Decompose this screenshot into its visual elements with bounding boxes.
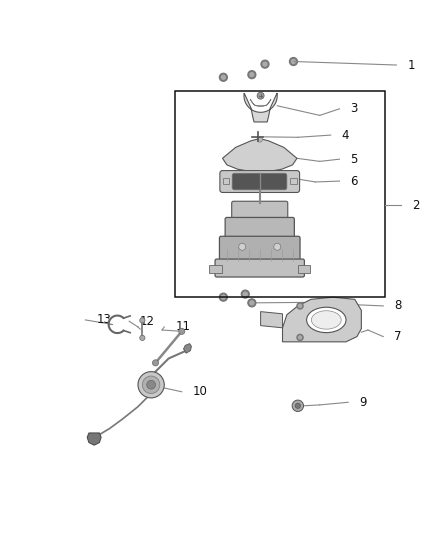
Circle shape: [299, 304, 302, 308]
Text: 11: 11: [175, 320, 190, 334]
Circle shape: [248, 299, 256, 307]
Circle shape: [142, 376, 160, 393]
Circle shape: [299, 336, 302, 339]
Bar: [290, 179, 297, 184]
Circle shape: [179, 328, 185, 334]
Bar: [209, 265, 222, 273]
Circle shape: [248, 71, 256, 78]
FancyBboxPatch shape: [219, 236, 300, 264]
Polygon shape: [223, 139, 297, 172]
Polygon shape: [261, 312, 283, 328]
Circle shape: [147, 381, 155, 389]
Circle shape: [239, 243, 246, 251]
Text: 3: 3: [350, 102, 358, 115]
Ellipse shape: [307, 307, 346, 333]
FancyBboxPatch shape: [232, 201, 288, 222]
Text: 12: 12: [140, 315, 155, 328]
Circle shape: [292, 60, 296, 63]
FancyBboxPatch shape: [220, 171, 300, 192]
Text: 1: 1: [407, 59, 415, 71]
Text: 8: 8: [394, 300, 402, 312]
Circle shape: [274, 243, 281, 251]
Circle shape: [138, 372, 164, 398]
FancyBboxPatch shape: [215, 259, 304, 277]
Circle shape: [241, 290, 249, 298]
Circle shape: [297, 303, 303, 309]
Polygon shape: [184, 344, 191, 353]
Circle shape: [219, 293, 227, 301]
Text: 2: 2: [412, 199, 419, 212]
Bar: [298, 265, 310, 273]
FancyBboxPatch shape: [225, 217, 294, 242]
Circle shape: [244, 292, 247, 296]
Circle shape: [263, 62, 267, 66]
Bar: [223, 179, 229, 184]
Text: 10: 10: [193, 385, 208, 398]
Polygon shape: [244, 93, 277, 122]
Circle shape: [219, 74, 227, 81]
Circle shape: [292, 400, 304, 411]
Circle shape: [140, 318, 145, 323]
Circle shape: [257, 137, 262, 142]
Circle shape: [290, 58, 297, 66]
Polygon shape: [283, 297, 361, 342]
Text: 6: 6: [350, 175, 358, 188]
Circle shape: [295, 403, 300, 408]
Polygon shape: [250, 99, 271, 107]
Circle shape: [261, 60, 269, 68]
Circle shape: [257, 92, 264, 99]
Text: 13: 13: [96, 313, 111, 326]
Text: 4: 4: [342, 128, 349, 142]
Circle shape: [297, 334, 303, 341]
FancyBboxPatch shape: [232, 173, 287, 190]
Circle shape: [250, 301, 254, 305]
Circle shape: [152, 360, 159, 366]
Circle shape: [140, 335, 145, 341]
Text: 5: 5: [350, 152, 358, 166]
Ellipse shape: [311, 311, 341, 329]
Circle shape: [221, 295, 225, 299]
Text: 9: 9: [359, 396, 367, 409]
Circle shape: [221, 75, 225, 79]
Bar: [175, 91, 385, 297]
Text: 7: 7: [394, 330, 402, 343]
Polygon shape: [87, 433, 101, 445]
Circle shape: [250, 72, 254, 77]
